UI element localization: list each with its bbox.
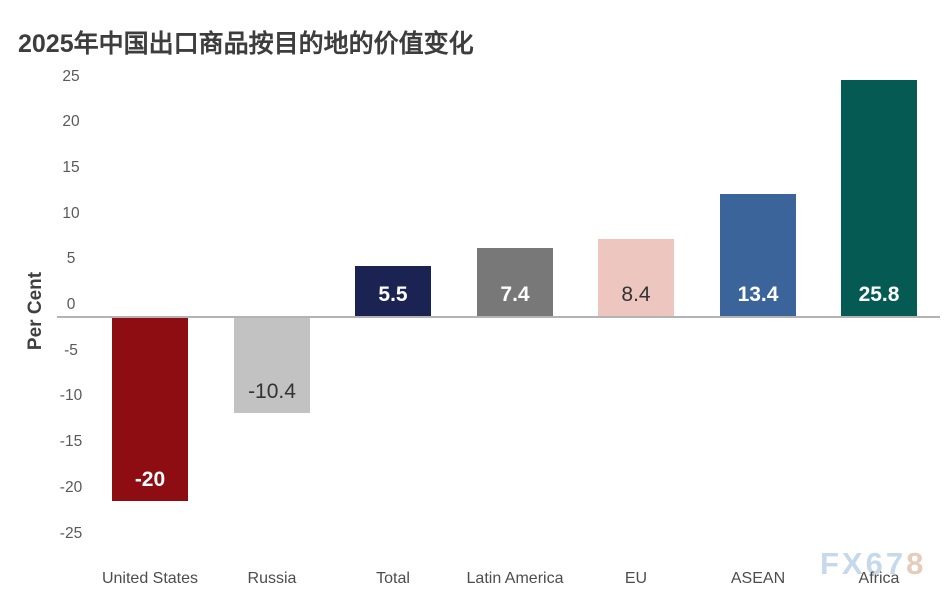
bar-eu: 8.4: [598, 239, 674, 316]
x-axis-label-asean: ASEAN: [730, 570, 786, 587]
x-axis-label-russia: Russia: [247, 570, 297, 587]
bar-total: 5.5: [355, 266, 431, 316]
x-axis-label-latin-america: Latin America: [466, 570, 564, 587]
bar-value-label: 7.4: [500, 283, 530, 306]
bar-value-label: -20: [134, 468, 166, 491]
bar-africa: 25.8: [841, 80, 917, 316]
watermark-part1: FX67: [820, 546, 907, 581]
bar-value-label: -10.4: [248, 380, 296, 403]
y-tick-label: 15: [62, 159, 80, 176]
y-tick-label: 25: [62, 68, 80, 85]
y-tick-label: -10: [59, 387, 83, 404]
y-tick-label: 10: [62, 205, 80, 222]
bar-asean: 13.4: [720, 194, 796, 316]
x-axis-label-africa: Africa: [858, 570, 900, 587]
watermark-fx678: FX678: [820, 546, 926, 582]
watermark-part2: 8: [906, 546, 927, 581]
bar-value-label: 5.5: [378, 283, 408, 306]
bar-russia: -10.4: [234, 318, 310, 413]
bar-united-states: -20: [112, 318, 188, 501]
x-axis-line: [57, 316, 940, 318]
x-axis-label-united-states: United States: [101, 570, 199, 587]
y-tick-label: 0: [66, 296, 76, 313]
bar-value-label: 25.8: [858, 283, 900, 306]
chart-title: 2025年中国出口商品按目的地的价值变化: [18, 30, 474, 58]
y-tick-label: -5: [64, 342, 78, 359]
y-tick-label: -15: [59, 433, 83, 450]
y-tick-label: 5: [66, 250, 76, 267]
y-tick-label: -20: [59, 479, 83, 496]
bar-value-label: 13.4: [737, 283, 779, 306]
bar-value-label: 8.4: [621, 283, 651, 306]
bar-latin-america: 7.4: [477, 248, 553, 316]
y-tick-label: 20: [62, 113, 80, 130]
x-axis-label-total: Total: [376, 570, 410, 587]
y-tick-label: -25: [59, 525, 83, 542]
x-axis-label-eu: EU: [624, 570, 648, 587]
